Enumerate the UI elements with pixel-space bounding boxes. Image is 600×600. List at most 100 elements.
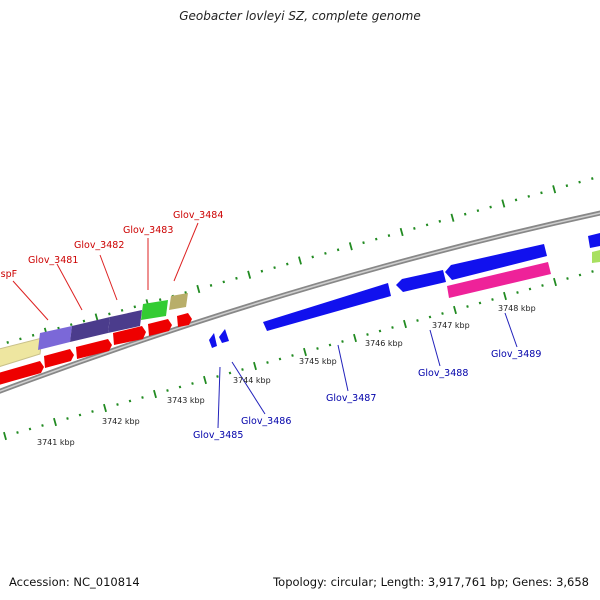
minor-tick: [476, 209, 480, 213]
minor-tick: [19, 337, 22, 341]
minor-tick: [116, 403, 119, 406]
minor-tick: [82, 319, 86, 323]
minor-tick: [291, 354, 294, 357]
minor-tick: [591, 177, 594, 180]
major-tick: [348, 242, 353, 251]
gene-label: Glov_3484: [173, 210, 223, 221]
minor-tick: [387, 234, 391, 237]
minor-tick: [260, 269, 264, 273]
minor-tick: [184, 291, 187, 294]
major-tick: [552, 185, 557, 194]
feature-lime: [592, 250, 600, 263]
forward-cds-track: [0, 313, 192, 385]
minor-tick: [69, 323, 73, 327]
minor-tick: [466, 305, 469, 308]
scale-label: 3748 kbp: [498, 304, 536, 313]
minor-tick: [166, 389, 169, 392]
minor-tick: [374, 237, 378, 241]
scale-label: 3743 kbp: [167, 396, 205, 405]
minor-tick: [540, 191, 543, 195]
scale-label: 3742 kbp: [102, 417, 140, 426]
minor-tick: [578, 180, 581, 184]
callout-line: [231, 361, 266, 415]
scale-labels: 3741 kbp 3742 kbp 3743 kbp 3744 kbp 3745…: [37, 304, 536, 447]
major-tick: [53, 417, 57, 427]
minor-tick: [28, 427, 32, 431]
major-tick: [103, 403, 107, 413]
genome-backbone-highlight: [0, 212, 600, 392]
minor-tick: [441, 312, 444, 315]
minor-tick: [378, 329, 382, 333]
minor-tick: [391, 326, 394, 329]
scale-label: 3745 kbp: [299, 357, 337, 366]
minor-tick: [578, 273, 582, 277]
minor-tick: [311, 255, 314, 259]
cds-arrow: [445, 244, 547, 280]
minor-tick: [366, 333, 369, 336]
feature-band-upper: [0, 293, 188, 367]
minor-tick: [541, 284, 544, 287]
cds-arrow: [209, 333, 217, 348]
minor-tick: [566, 277, 569, 280]
minor-tick: [491, 298, 494, 301]
minor-tick: [273, 266, 276, 270]
feature-band-lower: [447, 250, 600, 298]
major-tick: [3, 431, 7, 441]
minor-tick: [428, 315, 432, 319]
feature-purple-2: [108, 310, 142, 333]
gene-labels-bottom: Glov_3485 Glov_3486 Glov_3487 Glov_3488 …: [193, 312, 541, 441]
minor-tick: [91, 410, 94, 413]
major-tick: [153, 389, 157, 399]
gene-label: Glov_3489: [491, 349, 541, 360]
minor-tick: [222, 280, 226, 284]
major-tick: [253, 361, 257, 371]
minor-tick: [128, 399, 132, 403]
minor-tick: [178, 385, 182, 389]
gene-label: Glov_3488: [418, 368, 468, 379]
cds-arrow: [148, 319, 172, 336]
scale-label: 3747 kbp: [432, 321, 470, 330]
major-tick: [503, 291, 507, 301]
minor-tick: [141, 396, 144, 399]
minor-tick: [316, 347, 319, 350]
minor-tick: [41, 424, 44, 427]
major-tick: [203, 375, 207, 385]
cds-arrow: [76, 339, 112, 359]
minor-tick: [235, 276, 238, 280]
minor-tick: [228, 371, 232, 375]
scale-label: 3744 kbp: [233, 376, 271, 385]
scale-label: 3746 kbp: [365, 339, 403, 348]
feature-cream: [0, 337, 43, 367]
minor-tick: [416, 319, 419, 322]
gene-label: Glov_3485: [193, 430, 243, 441]
minor-tick: [158, 298, 162, 302]
minor-tick: [528, 287, 532, 291]
major-tick: [399, 227, 404, 237]
gene-label: Glov_3483: [123, 225, 173, 236]
scale-label: 3741 kbp: [37, 438, 75, 447]
reverse-cds-track: [209, 233, 600, 348]
inner-tick-arc: [3, 270, 594, 441]
major-tick: [453, 305, 457, 315]
accession-label: Accession: NC_010814: [9, 575, 140, 589]
major-tick: [553, 277, 557, 287]
gene-label: ispF: [0, 269, 17, 280]
minor-tick: [362, 241, 365, 245]
major-tick: [501, 199, 506, 208]
callout-line: [504, 312, 518, 348]
genome-summary: Topology: circular; Length: 3,917,761 bp…: [273, 575, 589, 589]
minor-tick: [527, 194, 531, 198]
gene-label: Glov_3486: [241, 416, 291, 427]
cds-arrow: [588, 233, 600, 248]
minor-tick: [209, 284, 213, 287]
callout-line: [429, 329, 441, 367]
gene-label: Glov_3481: [28, 255, 78, 266]
callout-line: [173, 222, 199, 282]
major-tick: [247, 270, 252, 279]
minor-tick: [489, 205, 492, 209]
callout-line: [56, 263, 83, 311]
minor-tick: [6, 341, 9, 344]
minor-tick: [438, 219, 442, 223]
major-tick: [403, 319, 407, 329]
